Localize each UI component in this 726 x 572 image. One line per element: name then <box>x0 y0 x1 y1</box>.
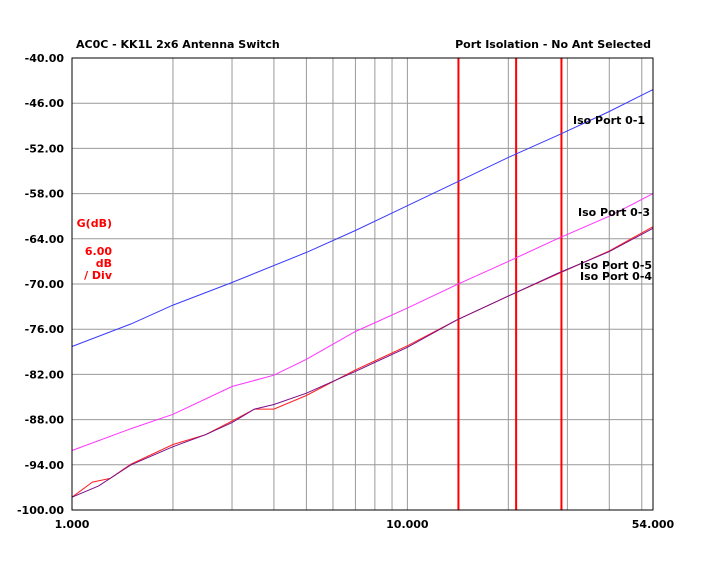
y-tick-label: -100.00 <box>17 504 64 517</box>
series-line-iso-port-0-1 <box>71 89 654 347</box>
y-tick-label: -76.00 <box>25 323 65 336</box>
x-tick-label: 54.000 <box>632 518 675 531</box>
scale-per-div-unit: dB <box>96 257 112 270</box>
series-line-iso-port-0-5 <box>71 226 654 498</box>
scale-per-div-suffix: / Div <box>84 269 113 282</box>
scale-unit-label: G(dB) <box>77 217 112 230</box>
chart-title-left: AC0C - KK1L 2x6 Antenna Switch <box>76 38 280 51</box>
series-label-iso-port-0-4: Iso Port 0-4 <box>580 270 652 283</box>
series-label-iso-port-0-1: Iso Port 0-1 <box>573 114 645 127</box>
y-tick-label: -40.00 <box>25 52 65 65</box>
series-line-iso-port-0-4 <box>71 227 654 498</box>
y-tick-label: -58.00 <box>25 188 65 201</box>
x-tick-label: 10.000 <box>386 518 429 531</box>
series-layer <box>71 89 654 498</box>
y-tick-label: -94.00 <box>25 459 65 472</box>
x-tick-label: 1.000 <box>55 518 90 531</box>
scale-per-div-value: 6.00 <box>85 245 112 258</box>
series-line-iso-port-0-3 <box>71 193 654 451</box>
plot-frame <box>71 57 654 511</box>
series-label-iso-port-0-3: Iso Port 0-3 <box>578 206 650 219</box>
y-tick-label: -88.00 <box>25 414 65 427</box>
y-tick-label: -46.00 <box>25 97 65 110</box>
y-tick-label: -70.00 <box>25 278 65 291</box>
y-tick-label: -52.00 <box>25 142 65 155</box>
y-tick-label: -82.00 <box>25 368 65 381</box>
y-tick-label: -64.00 <box>25 233 65 246</box>
label-layer: AC0C - KK1L 2x6 Antenna Switch Port Isol… <box>17 38 675 531</box>
grid-layer <box>71 57 654 511</box>
series-label-iso-port-0-5: Iso Port 0-5 <box>580 259 652 272</box>
chart-title-right: Port Isolation - No Ant Selected <box>455 38 651 51</box>
